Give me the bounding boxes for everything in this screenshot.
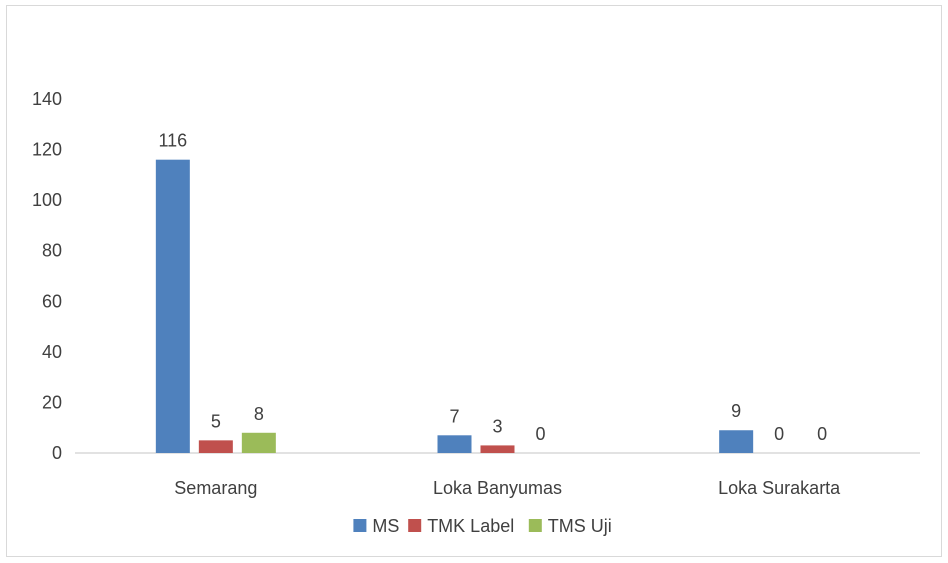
data-labels: 116 5 8 7 3 0 9 0 0 (158, 131, 827, 444)
legend-swatch (408, 519, 422, 532)
legend-label: TMS Uji (548, 516, 612, 536)
category-label: Loka Banyumas (433, 478, 562, 498)
data-label: 5 (211, 411, 221, 431)
bar-tms-uji (241, 432, 276, 453)
data-label: 7 (449, 406, 459, 426)
bar-ms (437, 435, 472, 453)
data-label: 9 (731, 401, 741, 421)
bars (155, 159, 754, 453)
bar-ms (719, 430, 754, 453)
legend: MS TMK Label TMS Uji (353, 516, 612, 536)
category-label: Loka Surakarta (718, 478, 841, 498)
data-label: 3 (492, 416, 502, 436)
data-label: 0 (535, 424, 545, 444)
y-tick-label: 0 (52, 443, 62, 463)
y-tick-label: 120 (32, 140, 62, 160)
legend-label: TMK Label (427, 516, 514, 536)
y-tick-label: 140 (32, 89, 62, 109)
bar-tmk-label (198, 440, 233, 453)
category-labels: Semarang Loka Banyumas Loka Surakarta (174, 478, 841, 498)
y-tick-label: 80 (42, 241, 62, 261)
category-label: Semarang (174, 478, 257, 498)
y-tick-label: 20 (42, 392, 62, 412)
y-tick-label: 100 (32, 190, 62, 210)
data-label: 0 (817, 424, 827, 444)
y-axis-ticks: 0 20 40 60 80 100 120 140 (32, 89, 62, 463)
y-tick-label: 60 (42, 291, 62, 311)
legend-swatch (528, 519, 542, 532)
data-label: 8 (254, 404, 264, 424)
bar-tmk-label (480, 445, 515, 453)
data-label: 0 (774, 424, 784, 444)
y-tick-label: 40 (42, 342, 62, 362)
legend-swatch (353, 519, 367, 532)
data-label: 116 (158, 131, 187, 151)
legend-label: MS (372, 516, 399, 536)
bar-ms (155, 159, 190, 453)
